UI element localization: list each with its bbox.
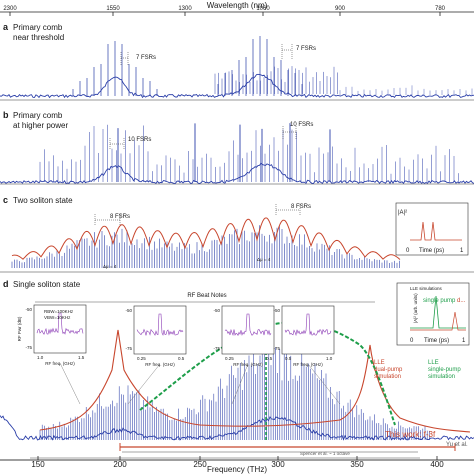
rf-trace	[36, 312, 84, 335]
two-soliton-trace	[410, 221, 462, 241]
panel-b-fsr-1: 10 FSRs	[128, 137, 151, 143]
rf-tick: 1.0	[326, 356, 333, 361]
rf-ytick: -75	[25, 345, 32, 350]
bottom-axis: 150 200 250 300 350 400 Frequency (THz)	[0, 456, 474, 474]
wavelength-tick: 780	[435, 6, 446, 12]
rf-tick: 1.5	[78, 355, 85, 360]
rf-note: RBW=100KHz	[44, 309, 74, 314]
rf-tick: 0.5	[285, 356, 292, 361]
rf-xlabel: RF freq. (GHz)	[293, 362, 323, 367]
this-work-label: This work: f-3f	[385, 430, 436, 439]
rf-tick: 0.25	[225, 356, 234, 361]
rf-ytick: -50	[25, 307, 32, 312]
rf-beat-notes-title: RF Beat Notes	[187, 293, 226, 299]
rf-trace	[284, 313, 332, 337]
lle-dual-pump-curve	[39, 329, 471, 433]
lle-inset-x0: 0	[410, 338, 414, 344]
lle-inset-ylabel: |A|² (arb. units)	[413, 293, 418, 323]
frequency-tick: 350	[350, 460, 364, 469]
rf-xlabel: RF freq. (GHz)	[45, 361, 75, 366]
frequency-tick: 300	[271, 460, 285, 469]
legend-dual-3: simulation	[374, 374, 401, 380]
lle-inset-x1: 1	[462, 338, 466, 344]
rf-xlabel: RF freq. (GHz)	[145, 362, 175, 367]
wavelength-tick: 900	[335, 6, 346, 12]
wavelength-tick: 1300	[178, 6, 192, 12]
panel-b-title-1: Primary comb	[13, 111, 63, 120]
panel-d-title: Single soliton state	[13, 280, 81, 289]
frequency-tick: 150	[31, 460, 45, 469]
panel-b: b Primary comb at higher power 10 FSRs 1…	[3, 110, 313, 143]
panel-b-spectrum	[0, 162, 474, 185]
two-soliton-inset-ylabel: |A|²	[398, 210, 407, 216]
panel-b-title-2: at higher power	[13, 121, 68, 130]
panel-b-fsr-2: 10 FSRs	[290, 122, 313, 128]
panel-c-fsr-2: 8 FSRs	[291, 204, 311, 210]
panel-a-fsr-1: 7 FSRs	[136, 55, 156, 61]
wavelength-tick: 1550	[106, 6, 120, 12]
two-soliton-inset-x0: 0	[406, 248, 410, 254]
wavelength-tick: 2300	[3, 6, 17, 12]
legend-single-3: simulation	[428, 374, 455, 380]
rf-ytick: -75	[125, 346, 132, 351]
legend-dual-1: LLE	[374, 360, 385, 366]
rf-ytick: -75	[213, 346, 220, 351]
legend-dual-2: dual-pump	[374, 367, 403, 373]
frequency-tick: 400	[430, 460, 444, 469]
frequency-tick: 250	[193, 460, 207, 469]
panel-a: a Primary comb near threshold 7 FSRs 7 F…	[3, 22, 316, 61]
rf-inset	[133, 305, 187, 355]
panel-c-letter: c	[3, 195, 8, 205]
rf-xlabel: RF freq. (GHz)	[233, 362, 263, 367]
lle-simulation-inset	[396, 282, 470, 346]
spencer-label: Spencer et al. ~ 1 octave	[300, 451, 350, 456]
panel-a-title-2: near threshold	[13, 33, 64, 42]
lle-inset-title: LLE simulations	[410, 286, 443, 291]
rf-ytick: -75	[273, 346, 280, 351]
lle-single-trace	[410, 295, 466, 329]
rf-ytick: -50	[273, 308, 280, 313]
panel-d: d Single soliton state RF Beat Notes 1.0…	[3, 279, 470, 459]
two-soliton-inset-x1: 1	[460, 248, 464, 254]
panel-c: c Two soliton state 8 FSRs 8 FSRs Δμ = 4…	[3, 195, 469, 269]
rf-trace	[224, 313, 272, 337]
panel-c-mu-2: Δμ = 4	[257, 257, 271, 262]
rf-ytick: -50	[125, 308, 132, 313]
rf-ytick: -50	[213, 308, 220, 313]
panel-a-spectrum	[0, 73, 474, 99]
lle-inset-xlabel: Time (ps)	[424, 338, 449, 344]
panel-c-lle-envelope	[11, 217, 401, 260]
rf-tick: 0.25	[137, 356, 146, 361]
top-axis: Wavelength (nm) 2300 1550 1300 1060 900 780	[0, 1, 474, 16]
wavelength-tick: 1060	[256, 6, 270, 12]
lle-dual-pump-label: d...	[457, 298, 466, 304]
panel-a-fsr-2: 7 FSRs	[296, 46, 316, 52]
lle-dual-trace	[410, 311, 466, 331]
panel-c-fsr-1: 8 FSRs	[110, 214, 130, 220]
panel-d-letter: d	[3, 279, 9, 289]
legend-single-2: single-pump	[428, 367, 461, 373]
frequency-tick: 200	[113, 460, 127, 469]
rf-tick: 0.5	[266, 356, 273, 361]
panel-c-mu-1: Δμ = 4	[103, 264, 117, 269]
rf-tick: 0.5	[178, 356, 185, 361]
lle-single-pump-label: single pump	[423, 298, 456, 304]
panel-d-spectrum-floor	[0, 415, 474, 441]
rf-note: VBW=10KHz	[44, 315, 71, 320]
yu-label: Yu et al.	[446, 442, 468, 448]
rf-trace	[136, 313, 184, 336]
wavelength-axis-title: Wavelength (nm)	[207, 1, 268, 10]
panel-c-title: Two soliton state	[13, 196, 73, 205]
panel-b-letter: b	[3, 110, 9, 120]
panel-a-title-1: Primary comb	[13, 23, 63, 32]
rf-tick: 1.0	[37, 355, 44, 360]
legend-single-1: LLE	[428, 360, 439, 366]
rf-ylabel: RF Pwr (dB)	[17, 316, 22, 341]
panel-a-letter: a	[3, 22, 9, 32]
frequency-axis-title: Frequency (THz)	[207, 465, 267, 474]
two-soliton-inset-xlabel: Time (ps)	[419, 248, 444, 254]
